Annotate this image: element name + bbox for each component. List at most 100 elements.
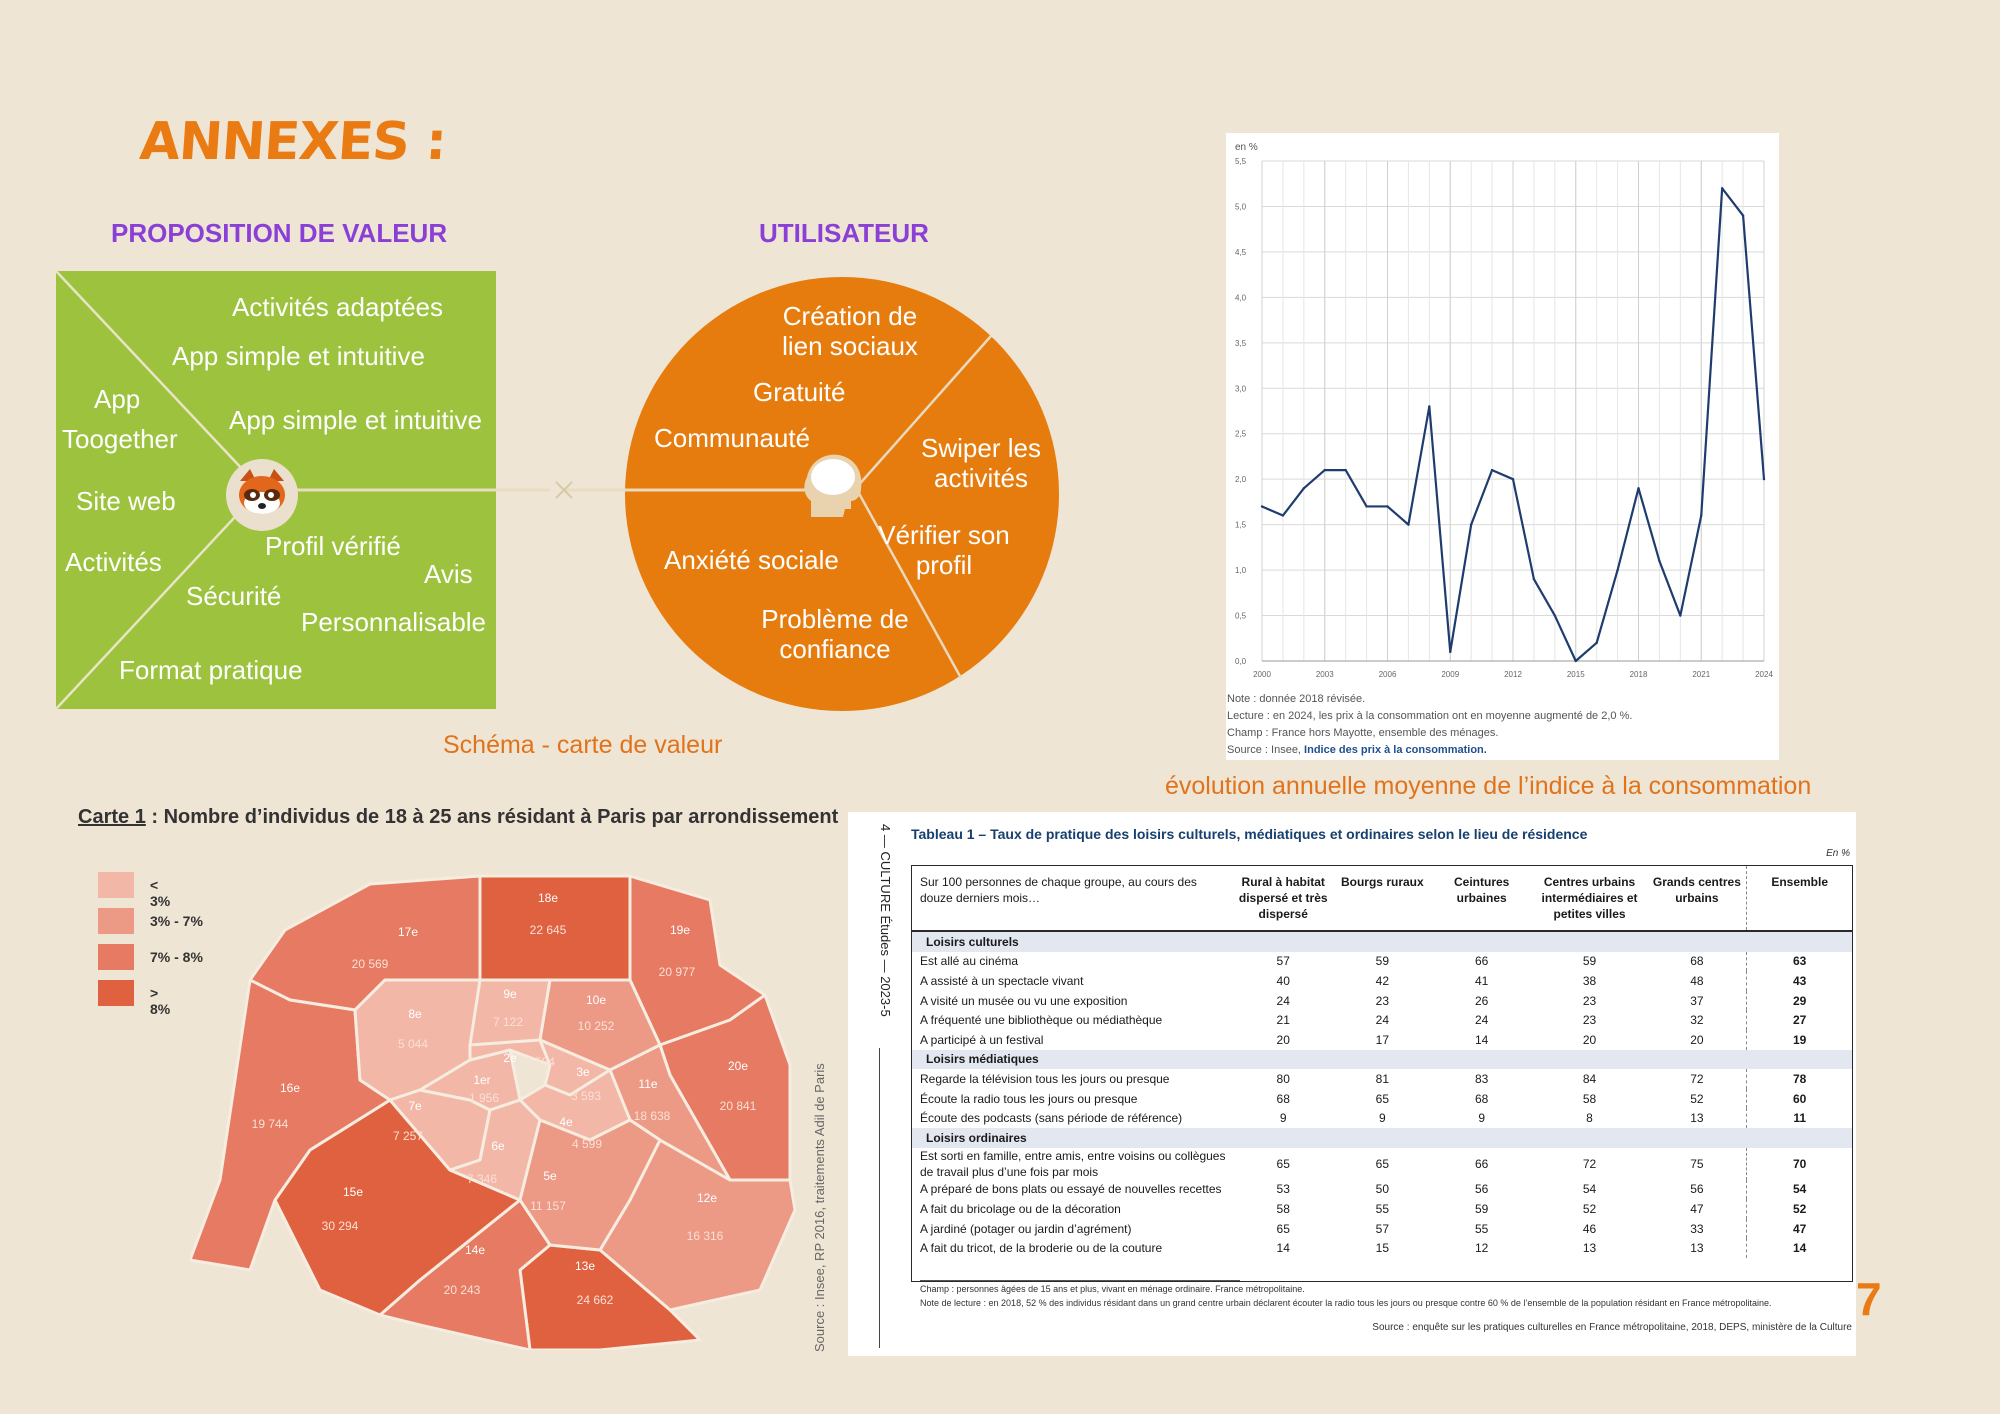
district-label-7: 7e 7 257: [393, 1099, 423, 1143]
svg-text:24 662: 24 662: [577, 1293, 614, 1307]
table-cell: 23: [1582, 993, 1597, 1008]
table-head-first: Sur 100 personnes de chaque groupe, au c…: [920, 875, 1197, 905]
svg-text:11 157: 11 157: [530, 1199, 566, 1213]
row-label: A visité un musée ou vu une exposition: [920, 993, 1128, 1008]
district-label-18: 18e 22 645: [530, 891, 567, 937]
y-tick-label: 5,5: [1235, 157, 1247, 166]
table-cell: 55: [1475, 1221, 1489, 1236]
district-label-3: 3e 3 593: [571, 1065, 601, 1103]
svg-text:4e: 4e: [559, 1115, 573, 1129]
section-name: Loisirs culturels: [912, 931, 1852, 952]
table-cell: 58: [1582, 1091, 1597, 1106]
table-cell: 65: [1375, 1156, 1390, 1171]
table-cell: 24: [1475, 1013, 1489, 1028]
square-item: Personnalisable: [301, 607, 487, 637]
table-cell: 23: [1582, 1013, 1597, 1028]
svg-text:20 243: 20 243: [444, 1283, 481, 1297]
chart-lecture: Lecture : en 2024, les prix à la consomm…: [1227, 710, 1633, 722]
table-cell: 42: [1375, 973, 1390, 988]
svg-text:9e: 9e: [503, 987, 517, 1001]
table-section-row: Loisirs ordinaires: [912, 1127, 1852, 1148]
col-header: Bourgs ruraux: [1340, 875, 1424, 889]
square-item: Sécurité: [186, 581, 282, 611]
table-cell: 8: [1586, 1111, 1593, 1126]
data-point: [1553, 614, 1557, 617]
table-cell: 47: [1690, 1201, 1704, 1216]
district-label-17: 17e 20 569: [352, 925, 419, 971]
table-cell: 59: [1375, 954, 1390, 969]
table-cell: 21: [1276, 1013, 1290, 1028]
circle-item: Vérifier son profil: [878, 520, 1010, 580]
table-cell: 24: [1375, 1013, 1390, 1028]
table-cell: 40: [1276, 973, 1290, 988]
cpi-chart-panel: en % 0,0 0,5 1,0 1,5 2,0 2,5 3,0 3,5 4,0 4,5 5,0 5,5…: [1226, 133, 1779, 760]
map-title: Carte 1 : Nombre d’individus de 18 à 25 …: [78, 806, 839, 828]
data-point: [1720, 187, 1724, 190]
table-cell: 52: [1746, 1199, 1852, 1219]
district-label-9: 9e 7 122: [493, 987, 523, 1029]
table-cell: 46: [1582, 1221, 1597, 1236]
section-name: Loisirs médiatiques: [912, 1049, 1852, 1070]
map-source: Source : Insee, RP 2016, traitements Adi…: [812, 1063, 827, 1352]
district-label-2: 2e 2 584: [503, 1051, 555, 1069]
data-point: [1428, 405, 1431, 408]
table-row: A visité un musée ou vu une exposition 24…: [912, 990, 1852, 1011]
square-item: Site web: [76, 486, 176, 516]
svg-text:7 122: 7 122: [493, 1015, 523, 1029]
table-row: Est sorti en famille, entre amis, entre …: [912, 1147, 1852, 1180]
y-tick-label: 2,0: [1235, 475, 1247, 484]
district-label-19: 19e 20 977: [659, 923, 696, 979]
y-tick-label: 5,0: [1235, 202, 1247, 211]
svg-text:2 584: 2 584: [525, 1055, 555, 1069]
table-cell: 20: [1582, 1032, 1597, 1047]
district-label-5: 5e 11 157: [530, 1169, 566, 1213]
circle-item: Création de lien sociaux: [782, 301, 918, 361]
table-cell: 65: [1276, 1156, 1290, 1171]
table-cell: 72: [1690, 1071, 1704, 1086]
y-tick-label: 1,0: [1235, 566, 1247, 575]
legend-label: 3% - 7%: [150, 913, 203, 929]
chart-caption: évolution annuelle moyenne de l’indice à…: [1165, 772, 1812, 800]
table-cell: 84: [1582, 1071, 1597, 1086]
svg-text:10 252: 10 252: [578, 1019, 615, 1033]
x-tick-label: 2000: [1253, 670, 1271, 679]
data-point: [1762, 477, 1766, 481]
district-2[interactable]: [468, 1038, 552, 1067]
table-row: A assisté à un spectacle vivant 40 42 41 38 4…: [912, 971, 1852, 991]
page-title: ANNEXES :: [137, 112, 448, 172]
table-cell: 58: [1276, 1201, 1290, 1216]
col-header: Ensemble: [1746, 866, 1852, 931]
svg-text:11e: 11e: [638, 1077, 657, 1091]
data-table-frame: Sur 100 personnes de chaque groupe, au c…: [911, 865, 1853, 1282]
district-label-15: 15e 30 294: [322, 1185, 364, 1233]
x-tick-label: 2018: [1630, 670, 1648, 679]
district-label-1: 1er 1 956: [469, 1073, 499, 1105]
chart-source-link[interactable]: Indice des prix à la consommation.: [1304, 744, 1487, 756]
table-cell: 26: [1475, 993, 1489, 1008]
table-cell: 32: [1690, 1013, 1704, 1028]
data-point: [1511, 477, 1515, 481]
table-cell: 50: [1375, 1182, 1390, 1197]
y-tick-label: 3,5: [1235, 339, 1247, 348]
district-label-8: 8e 5 044: [398, 1007, 428, 1051]
district-label-6: 6e 7 346: [467, 1139, 505, 1186]
table-cell: 12: [1475, 1241, 1489, 1256]
data-point: [1344, 468, 1347, 472]
y-tick-label: 4,0: [1235, 293, 1247, 302]
user-heading: UTILISATEUR: [759, 218, 929, 248]
table-panel: 4 — CULTURE Études — 2023-5 Tableau 1 – …: [848, 812, 1856, 1356]
district-5[interactable]: [518, 1118, 662, 1252]
data-point: [1574, 659, 1577, 663]
square-item: Activités adaptées: [232, 292, 444, 322]
table-cell: 70: [1746, 1147, 1852, 1180]
district-label-20: 20e 20 841: [720, 1059, 757, 1113]
table-cell: 68: [1475, 1091, 1489, 1106]
data-point: [1658, 559, 1661, 563]
data-point: [1407, 523, 1410, 526]
svg-text:20 569: 20 569: [352, 957, 389, 971]
data-point: [1449, 650, 1452, 654]
table-row: A jardiné (potager ou jardin d’agrément)…: [912, 1218, 1852, 1239]
legend-swatch: [98, 908, 134, 934]
y-tick-label: 2,5: [1235, 430, 1247, 439]
